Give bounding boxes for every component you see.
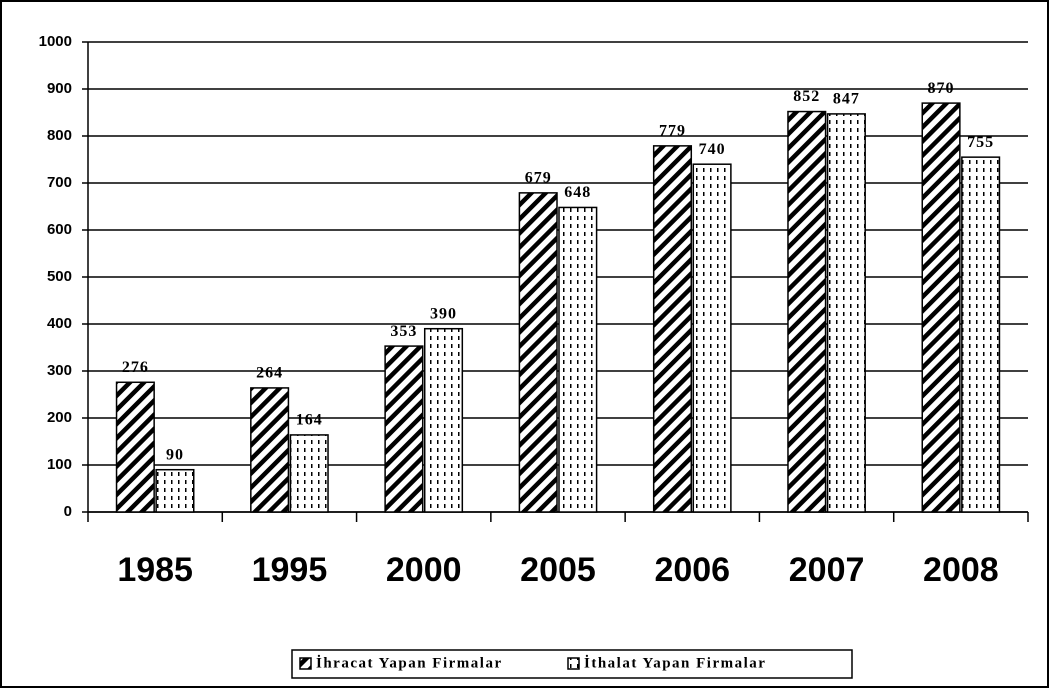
data-label: 679 (525, 170, 552, 187)
bar (518, 192, 558, 513)
data-label: 740 (699, 141, 726, 158)
bar (692, 163, 732, 513)
x-tick-label: 1985 (117, 551, 193, 589)
y-tick-label: 700 (47, 174, 72, 191)
x-tick-label: 1995 (252, 551, 328, 589)
bar (115, 381, 155, 513)
y-tick-label: 400 (47, 315, 72, 332)
bar (787, 110, 827, 513)
bar (250, 387, 290, 513)
data-label: 353 (390, 323, 417, 340)
bar (155, 468, 195, 513)
data-label: 779 (659, 123, 686, 140)
data-label: 648 (564, 184, 591, 201)
y-tick-label: 100 (47, 456, 72, 473)
x-tick-label: 2006 (654, 551, 730, 589)
bar (826, 113, 866, 513)
legend-label: İthalat Yapan Firmalar (584, 654, 766, 671)
data-label: 870 (928, 80, 955, 97)
y-tick-label: 1000 (39, 33, 72, 50)
data-label: 264 (256, 365, 283, 382)
bar (652, 145, 693, 513)
y-tick-label: 600 (47, 221, 72, 238)
y-tick-label: 900 (47, 80, 72, 97)
data-label: 164 (296, 412, 323, 429)
legend-swatch (567, 657, 580, 670)
y-tick-label: 200 (47, 409, 72, 426)
data-label: 276 (122, 359, 149, 376)
bar (384, 345, 424, 513)
bar (558, 206, 598, 513)
data-label: 755 (967, 134, 994, 151)
bar (921, 102, 961, 513)
bar (423, 327, 464, 513)
data-label: 847 (833, 91, 860, 108)
x-tick-label: 2007 (789, 551, 865, 589)
data-label: 90 (166, 446, 184, 463)
data-label: 852 (793, 88, 820, 105)
legend-swatch (299, 657, 312, 670)
legend-label: İhracat Yapan Firmalar (316, 654, 503, 671)
y-tick-label: 300 (47, 362, 72, 379)
bar (961, 156, 1001, 513)
y-tick-label: 0 (64, 503, 72, 520)
y-tick-label: 500 (47, 268, 72, 285)
y-tick-label: 800 (47, 127, 72, 144)
data-label: 390 (430, 305, 457, 322)
x-tick-label: 2005 (520, 551, 596, 589)
x-tick-label: 2008 (923, 551, 999, 589)
x-tick-label: 2000 (386, 551, 462, 589)
bar (289, 434, 329, 513)
